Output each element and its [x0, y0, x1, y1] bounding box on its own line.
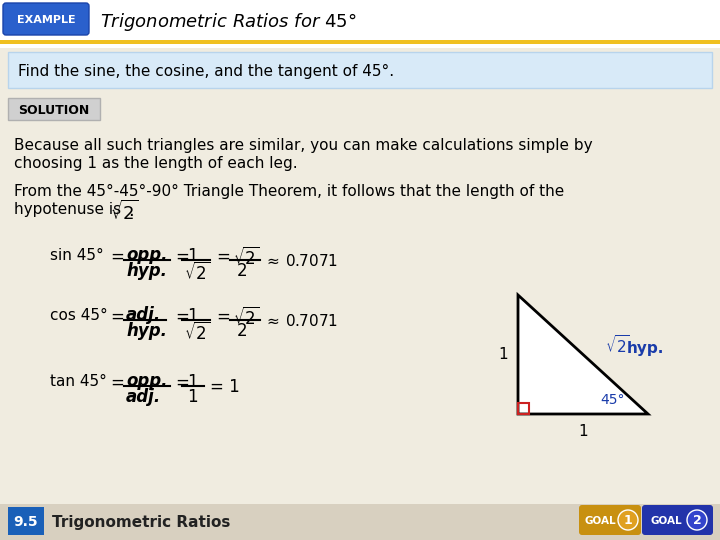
- Text: 1: 1: [186, 388, 197, 406]
- Text: Trigonometric Ratios: Trigonometric Ratios: [52, 515, 230, 530]
- Bar: [8, 52, 712, 88]
- Text: =: =: [175, 308, 189, 326]
- Text: =: =: [175, 374, 189, 392]
- Text: 1: 1: [498, 347, 508, 362]
- Text: =: =: [216, 308, 230, 326]
- Text: Because all such triangles are similar, you can make calculations simple by: Because all such triangles are similar, …: [14, 138, 593, 153]
- Polygon shape: [518, 295, 648, 414]
- Text: =: =: [110, 374, 124, 392]
- Text: 45°: 45°: [600, 393, 624, 407]
- Bar: [8, 507, 44, 535]
- Text: adj.: adj.: [126, 388, 161, 406]
- Text: 1: 1: [186, 373, 197, 391]
- Text: $\sqrt{2}$: $\sqrt{2}$: [605, 334, 630, 355]
- Text: $\sqrt{2}$: $\sqrt{2}$: [184, 262, 210, 284]
- Text: 2: 2: [693, 514, 701, 526]
- Text: 1: 1: [186, 307, 197, 325]
- Text: 9.5: 9.5: [14, 515, 38, 529]
- Text: GOAL: GOAL: [650, 516, 682, 526]
- Text: =: =: [110, 248, 124, 266]
- Circle shape: [687, 510, 707, 530]
- Circle shape: [618, 510, 638, 530]
- Text: .: .: [128, 202, 134, 220]
- Text: 1: 1: [624, 514, 632, 526]
- Bar: [0, 40, 720, 44]
- Text: $\sqrt{2}$: $\sqrt{2}$: [110, 200, 138, 224]
- Text: 1: 1: [578, 423, 588, 438]
- Text: hyp.: hyp.: [126, 322, 167, 340]
- Text: hypotenuse is: hypotenuse is: [14, 202, 126, 217]
- Text: opp.: opp.: [126, 246, 168, 264]
- Bar: [8, 98, 100, 120]
- FancyBboxPatch shape: [579, 505, 641, 535]
- Text: cos 45°: cos 45°: [50, 308, 108, 323]
- Text: hyp.: hyp.: [126, 262, 167, 280]
- Text: =: =: [110, 308, 124, 326]
- Text: $\approx\,0.7071$: $\approx\,0.7071$: [264, 313, 338, 329]
- Bar: [518, 403, 529, 414]
- Text: Find the sine, the cosine, and the tangent of 45°.: Find the sine, the cosine, and the tange…: [18, 64, 394, 78]
- Text: =: =: [216, 248, 230, 266]
- Bar: [0, 504, 720, 540]
- Text: =: =: [175, 248, 189, 266]
- Text: choosing 1 as the length of each leg.: choosing 1 as the length of each leg.: [14, 156, 297, 171]
- Text: = 1: = 1: [210, 378, 240, 396]
- Text: EXAMPLE: EXAMPLE: [17, 15, 76, 25]
- Text: 2: 2: [237, 322, 247, 340]
- Text: $\sqrt{2}$: $\sqrt{2}$: [233, 307, 259, 329]
- FancyBboxPatch shape: [3, 3, 89, 35]
- Text: opp.: opp.: [126, 372, 168, 390]
- Text: hyp.: hyp.: [627, 341, 665, 356]
- FancyBboxPatch shape: [642, 505, 713, 535]
- Text: 2: 2: [237, 262, 247, 280]
- Text: 1: 1: [186, 247, 197, 265]
- Text: $\approx\,0.7071$: $\approx\,0.7071$: [264, 253, 338, 269]
- Text: GOAL: GOAL: [584, 516, 616, 526]
- Text: $\sqrt{2}$: $\sqrt{2}$: [233, 247, 259, 269]
- Bar: [0, 0, 720, 48]
- Text: From the 45°-45°-90° Triangle Theorem, it follows that the length of the: From the 45°-45°-90° Triangle Theorem, i…: [14, 184, 564, 199]
- Text: SOLUTION: SOLUTION: [19, 104, 89, 117]
- Text: $\it{Trigonometric\ Ratios\ for\ 45°}$: $\it{Trigonometric\ Ratios\ for\ 45°}$: [100, 11, 357, 33]
- Text: adj.: adj.: [126, 306, 161, 324]
- Text: sin 45°: sin 45°: [50, 248, 104, 263]
- Text: $\sqrt{2}$: $\sqrt{2}$: [184, 322, 210, 344]
- Text: tan 45°: tan 45°: [50, 374, 107, 389]
